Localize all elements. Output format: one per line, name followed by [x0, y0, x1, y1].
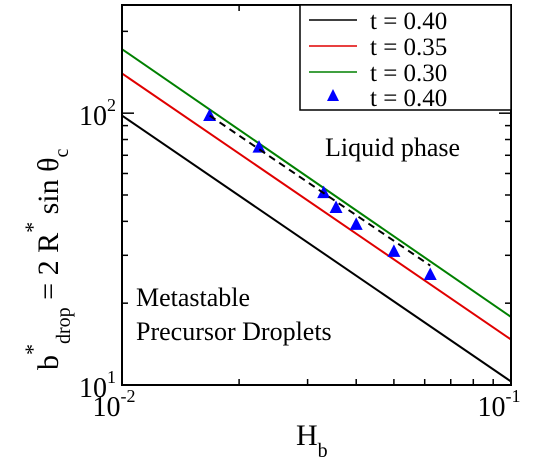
annotation-liquid-phase: Liquid phase	[325, 133, 460, 162]
legend-marker-triangle	[327, 89, 339, 101]
legend: t = 0.40 t = 0.35 t = 0.30 t = 0.40	[299, 4, 512, 112]
y-axis-label-star1: *	[20, 344, 45, 355]
y-axis-label-star2: *	[20, 222, 45, 233]
series-line-1	[122, 72, 511, 341]
annotation-precursor-droplets: Precursor Droplets	[136, 317, 332, 346]
data-point-triangle-3	[329, 200, 343, 213]
legend-box	[299, 4, 512, 111]
legend-label-t040-black: t = 0.40	[370, 8, 447, 35]
y-axis-label-c: c	[51, 149, 73, 158]
data-point-triangle-2	[317, 185, 331, 199]
x-axis-label-sub: b	[318, 440, 328, 462]
data-point-triangle-5	[387, 244, 401, 257]
series-layer	[122, 48, 511, 383]
data-point-triangle-1	[252, 140, 266, 153]
tick-labels: 10-2 10-1 101 102	[79, 95, 521, 423]
data-point-triangle-6	[423, 267, 437, 280]
y-axis-label-sin: sin θ	[32, 158, 65, 222]
data-point-triangle-4	[349, 217, 363, 230]
legend-label-t030-green: t = 0.30	[370, 60, 447, 87]
series-line-2	[122, 48, 511, 318]
y-tick-label-1: 102	[79, 95, 116, 132]
ticks-layer	[121, 5, 512, 386]
x-axis-label-base: H	[296, 419, 318, 452]
y-axis-label-eq: = 2 R	[32, 233, 65, 307]
y-axis-label: b*drop = 2 R* sin θc	[20, 149, 75, 371]
y-tick-label-0: 101	[79, 367, 116, 404]
legend-label-t040-markers: t = 0.40	[370, 85, 447, 112]
y-axis-label-b: b	[32, 355, 65, 370]
series-line-0	[122, 114, 511, 383]
y-axis-label-drop: drop	[53, 307, 75, 344]
x-axis-label: Hb	[296, 419, 328, 462]
x-tick-label-0: 10-2	[93, 386, 136, 423]
annotation-metastable: Metastable	[136, 283, 250, 312]
series-line-dashed-fit	[209, 114, 431, 267]
x-tick-label-1: 10-1	[478, 386, 521, 423]
legend-label-t035-red: t = 0.35	[370, 34, 447, 61]
